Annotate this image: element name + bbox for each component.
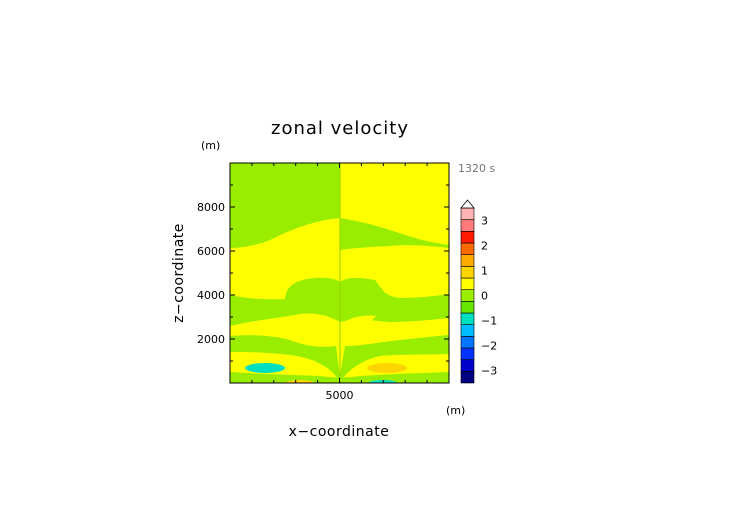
y-axis: 2000 4000 6000 8000 — [197, 184, 449, 362]
colorbar-swatch — [460, 347, 475, 360]
field-region-green-top-right — [340, 218, 449, 250]
colorbar-extend-arrow — [460, 199, 475, 209]
colorbar-tick-label: −3 — [481, 365, 497, 378]
x-axis: 5000 — [251, 163, 428, 402]
field-region-negative-left — [245, 363, 285, 373]
contour-field — [229, 162, 450, 384]
colorbar-swatch — [460, 242, 475, 255]
colorbar: −3 −2 −1 0 1 2 3 — [460, 199, 497, 384]
colorbar-swatch — [460, 254, 475, 267]
y-tick-label: 2000 — [197, 333, 225, 346]
colorbar-tick-label: 2 — [481, 240, 488, 253]
colorbar-tick-label: −1 — [481, 315, 497, 328]
colorbar-swatch — [460, 231, 475, 244]
y-tick-label: 8000 — [197, 201, 225, 214]
y-axis-label: z−coordinate — [171, 223, 187, 323]
x-axis-label: x−coordinate — [289, 424, 390, 440]
colorbar-swatch — [460, 324, 475, 337]
x-tick-label: 5000 — [326, 389, 354, 402]
time-label: 1320 s — [458, 162, 495, 175]
y-tick-label: 6000 — [197, 245, 225, 258]
field-region-positive-right — [367, 363, 407, 373]
chart-title: zonal velocity — [271, 118, 409, 139]
field-region-green-top-left — [230, 163, 340, 248]
colorbar-swatch — [460, 266, 475, 279]
colorbar-tick-label: 3 — [481, 215, 488, 228]
colorbar-tick-label: −2 — [481, 340, 497, 353]
colorbar-swatch — [460, 301, 475, 314]
field-region-yellow-streak — [293, 315, 376, 334]
y-axis-unit: (m) — [201, 139, 220, 152]
y-tick-label: 4000 — [197, 289, 225, 302]
colorbar-swatch — [460, 207, 475, 220]
colorbar-swatch — [460, 219, 475, 232]
colorbar-swatch — [460, 312, 475, 325]
x-axis-unit: (m) — [446, 404, 465, 417]
colorbar-swatch — [460, 371, 475, 384]
colorbar-swatch — [460, 336, 475, 349]
colorbar-tick-label: 0 — [481, 290, 488, 303]
field-region-green-lower — [230, 335, 449, 382]
colorbar-swatch — [460, 359, 475, 372]
colorbar-swatch — [460, 289, 475, 302]
colorbar-swatch — [460, 277, 475, 290]
colorbar-tick-label: 1 — [481, 265, 488, 278]
field-region-positive-bottom — [286, 380, 314, 383]
